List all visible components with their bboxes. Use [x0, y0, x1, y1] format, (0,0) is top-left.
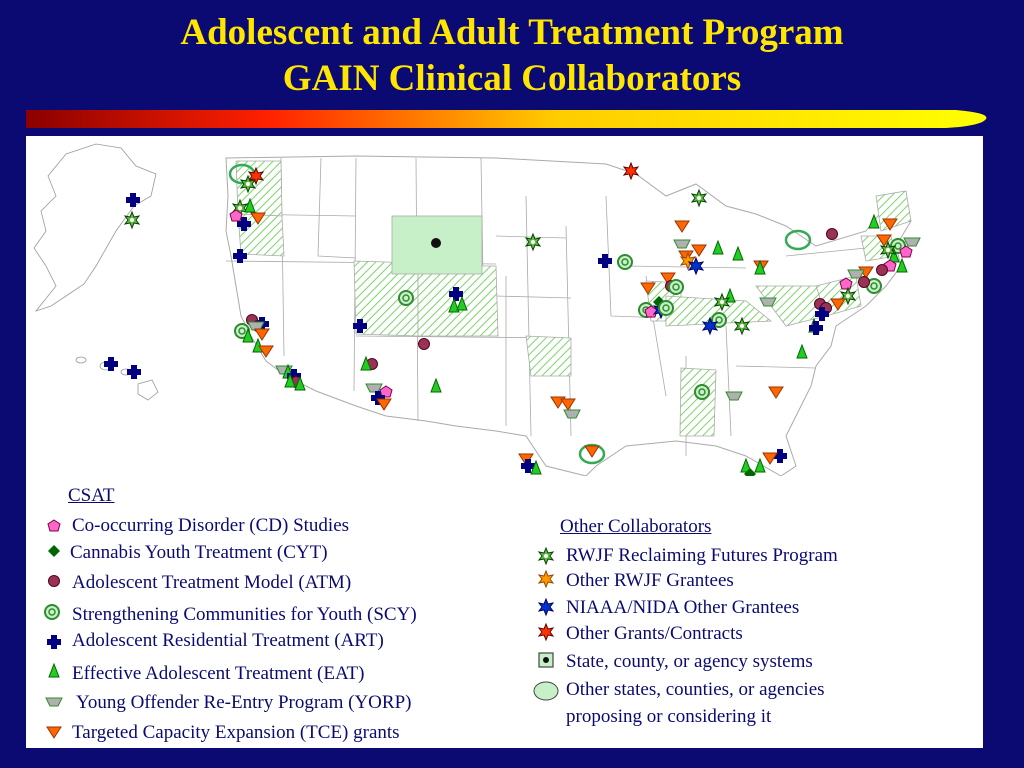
- blue-star-icon: [538, 598, 554, 616]
- boxed-dot-icon: [538, 652, 554, 668]
- scy-marker: [658, 300, 674, 316]
- legend-cd-studies: Co-occurring Disorder (CD) Studies: [72, 515, 350, 536]
- legend-other-rwjf: Other RWJF Grantees: [566, 570, 734, 591]
- legend-state-systems: State, county, or agency systems: [566, 651, 813, 672]
- legend-other-grants: Other Grants/Contracts: [566, 623, 743, 644]
- legend-tce: Targeted Capacity Expansion (TCE) grants: [72, 722, 400, 743]
- gray-trapezoid-icon: [45, 697, 63, 707]
- light-green-oval-icon: [533, 681, 559, 701]
- legend-yorp: Young Offender Re-Entry Program (YORP): [76, 692, 412, 713]
- orange-triangle-down-icon: [46, 726, 62, 739]
- legend-atm: Adolescent Treatment Model (ATM): [72, 572, 352, 593]
- green-triangle-icon: [48, 663, 60, 678]
- legend-eat: Effective Adolescent Treatment (EAT): [72, 663, 365, 684]
- state-system-dot: [431, 238, 441, 248]
- other-collaborators-heading: Other Collaborators: [560, 516, 712, 537]
- pink-pentagon-icon: [47, 519, 61, 532]
- csat-heading: CSAT: [68, 485, 115, 506]
- maroon-circle-icon: [48, 575, 60, 587]
- content-panel: CSAT Other Collaborators Co-occurring Di…: [26, 136, 983, 748]
- green-ring-icon: [44, 604, 60, 620]
- green-star-icon: [538, 547, 554, 565]
- legend-cyt: Cannabis Youth Treatment (CYT): [70, 542, 328, 563]
- us-map: [33, 143, 921, 476]
- scy-marker: [694, 384, 710, 400]
- orange-star-icon: [538, 570, 554, 588]
- green-diamond-icon: [48, 545, 60, 557]
- alaska-shape: [33, 143, 157, 312]
- legend-other-states: Other states, counties, or agencies: [566, 679, 825, 700]
- navy-cross-icon: [47, 635, 61, 649]
- legend-art: Adolescent Residential Treatment (ART): [72, 630, 384, 651]
- art-marker: [127, 365, 141, 379]
- yorp-marker: [903, 237, 921, 247]
- scy-marker: [398, 290, 414, 306]
- title-gradient-rule: [26, 110, 987, 128]
- slide-title-line1: Adolescent and Adult Treatment Program: [180, 12, 844, 53]
- atm-marker: [418, 338, 430, 350]
- legend-rwjf-reclaiming: RWJF Reclaiming Futures Program: [566, 545, 838, 566]
- atm-marker: [826, 228, 838, 240]
- legend-scy: Strengthening Communities for Youth (SCY…: [72, 604, 417, 625]
- legend-niaaa-nida: NIAAA/NIDA Other Grantees: [566, 597, 800, 618]
- scy-marker: [617, 254, 633, 270]
- legend-other-states-cont: proposing or considering it: [566, 706, 772, 727]
- atm-marker: [876, 264, 888, 276]
- slide-title-line2: GAIN Clinical Collaborators: [282, 58, 742, 99]
- red-star-icon: [538, 623, 554, 641]
- scy-marker: [668, 279, 684, 295]
